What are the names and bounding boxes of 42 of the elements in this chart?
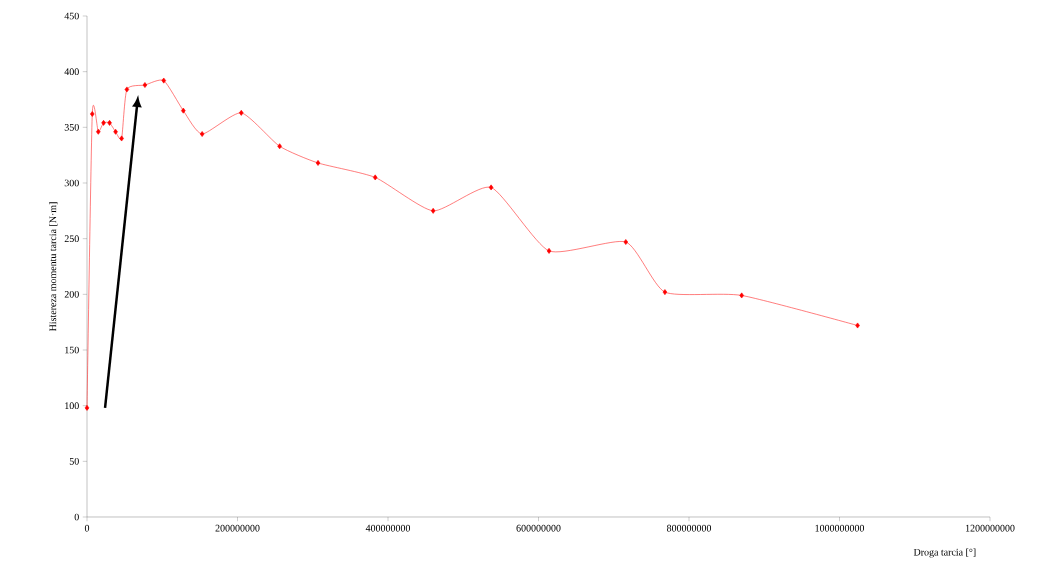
y-tick-label: 50 — [69, 457, 79, 465]
point — [96, 128, 101, 135]
y-tick-label: 450 — [64, 12, 79, 20]
point — [199, 131, 205, 137]
point — [315, 160, 321, 166]
y-tick-label: 0 — [74, 513, 79, 521]
y-tick-label: 150 — [65, 346, 79, 354]
point — [739, 292, 744, 299]
point — [142, 82, 148, 88]
point — [372, 174, 378, 181]
x-axis-title: Droga tarcia [°] — [913, 548, 976, 558]
point — [90, 111, 95, 117]
point — [161, 77, 166, 84]
point — [124, 86, 130, 93]
y-tick-label: 250 — [64, 235, 79, 243]
point — [84, 405, 90, 411]
point — [239, 109, 244, 116]
x-tick-label: 800000000 — [666, 524, 712, 532]
point — [107, 119, 112, 126]
point — [662, 289, 668, 295]
point — [101, 119, 106, 126]
y-tick-label: 400 — [64, 68, 79, 76]
point — [277, 143, 282, 150]
point — [855, 322, 860, 329]
point — [181, 107, 186, 114]
y-tick-label: 200 — [64, 290, 79, 298]
x-tick-label: 1000000000 — [815, 524, 865, 532]
x-tick-label: 200000000 — [215, 524, 260, 532]
point — [430, 207, 436, 214]
point — [488, 184, 494, 191]
y-axis-title: Histereza momentu tarcia [N·m] — [49, 202, 58, 332]
point — [623, 239, 629, 245]
y-tick-label: 100 — [65, 402, 79, 410]
y-tick-label: 300 — [64, 179, 79, 187]
x-tick-label: 600000000 — [516, 524, 561, 532]
x-tick-label: 0 — [84, 524, 90, 532]
y-tick-label: 350 — [64, 123, 79, 131]
point — [113, 128, 118, 135]
x-tick-label: 1200000000 — [965, 524, 1015, 532]
x-tick-label: 400000000 — [365, 524, 411, 532]
point — [546, 248, 552, 254]
point — [119, 135, 124, 142]
